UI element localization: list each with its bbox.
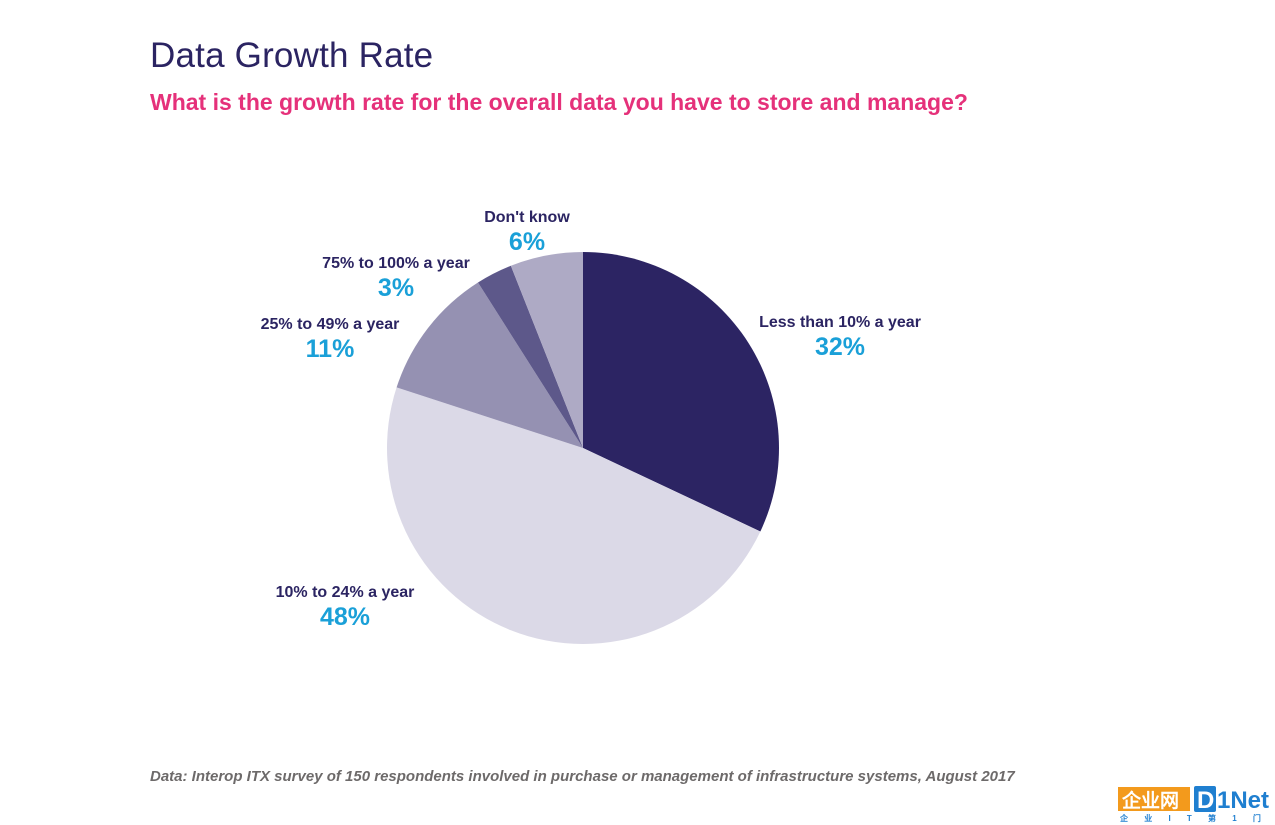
pie-slice-10-to-24-a-year: [386, 387, 761, 645]
pie-slice-25-to-49-a-year: [396, 282, 583, 448]
slice-value-don-t-know: 6%: [509, 228, 545, 256]
d1net-logo-mark: 企业网 D 1Net: [1118, 786, 1269, 814]
slice-label-75-to-100-a-year: 75% to 100% a year: [322, 255, 470, 272]
slice-label-less-than-10-a-year: Less than 10% a year: [759, 314, 921, 331]
slice-value-10-to-24-a-year: 48%: [320, 603, 370, 631]
slice-label-25-to-49-a-year: 25% to 49% a year: [261, 316, 400, 333]
chart-subtitle: What is the growth rate for the overall …: [150, 89, 968, 115]
slice-label-don-t-know: Don't know: [484, 209, 570, 226]
logo-tagline: 企 业 I T 第 1 门 户: [1120, 814, 1275, 823]
d1net-logo: 企业网 D 1Net 企 业 I T 第 1 门 户: [1116, 784, 1275, 824]
pie-slice-less-than-10-a-year: [583, 252, 780, 532]
slice-value-25-to-49-a-year: 11%: [306, 335, 355, 363]
pie-slice-75-to-100-a-year: [477, 265, 583, 448]
source-note: Data: Interop ITX survey of 150 responde…: [150, 768, 1015, 785]
pie-slice-don-t-know: [510, 252, 583, 448]
chart-title: Data Growth Rate: [150, 36, 434, 75]
svg-text:D: D: [1197, 787, 1214, 814]
slice-value-less-than-10-a-year: 32%: [815, 333, 865, 361]
slice-value-75-to-100-a-year: 3%: [378, 274, 414, 302]
svg-text:1Net: 1Net: [1217, 787, 1269, 814]
slice-label-10-to-24-a-year: 10% to 24% a year: [276, 584, 415, 601]
svg-text:企业网: 企业网: [1121, 789, 1179, 812]
